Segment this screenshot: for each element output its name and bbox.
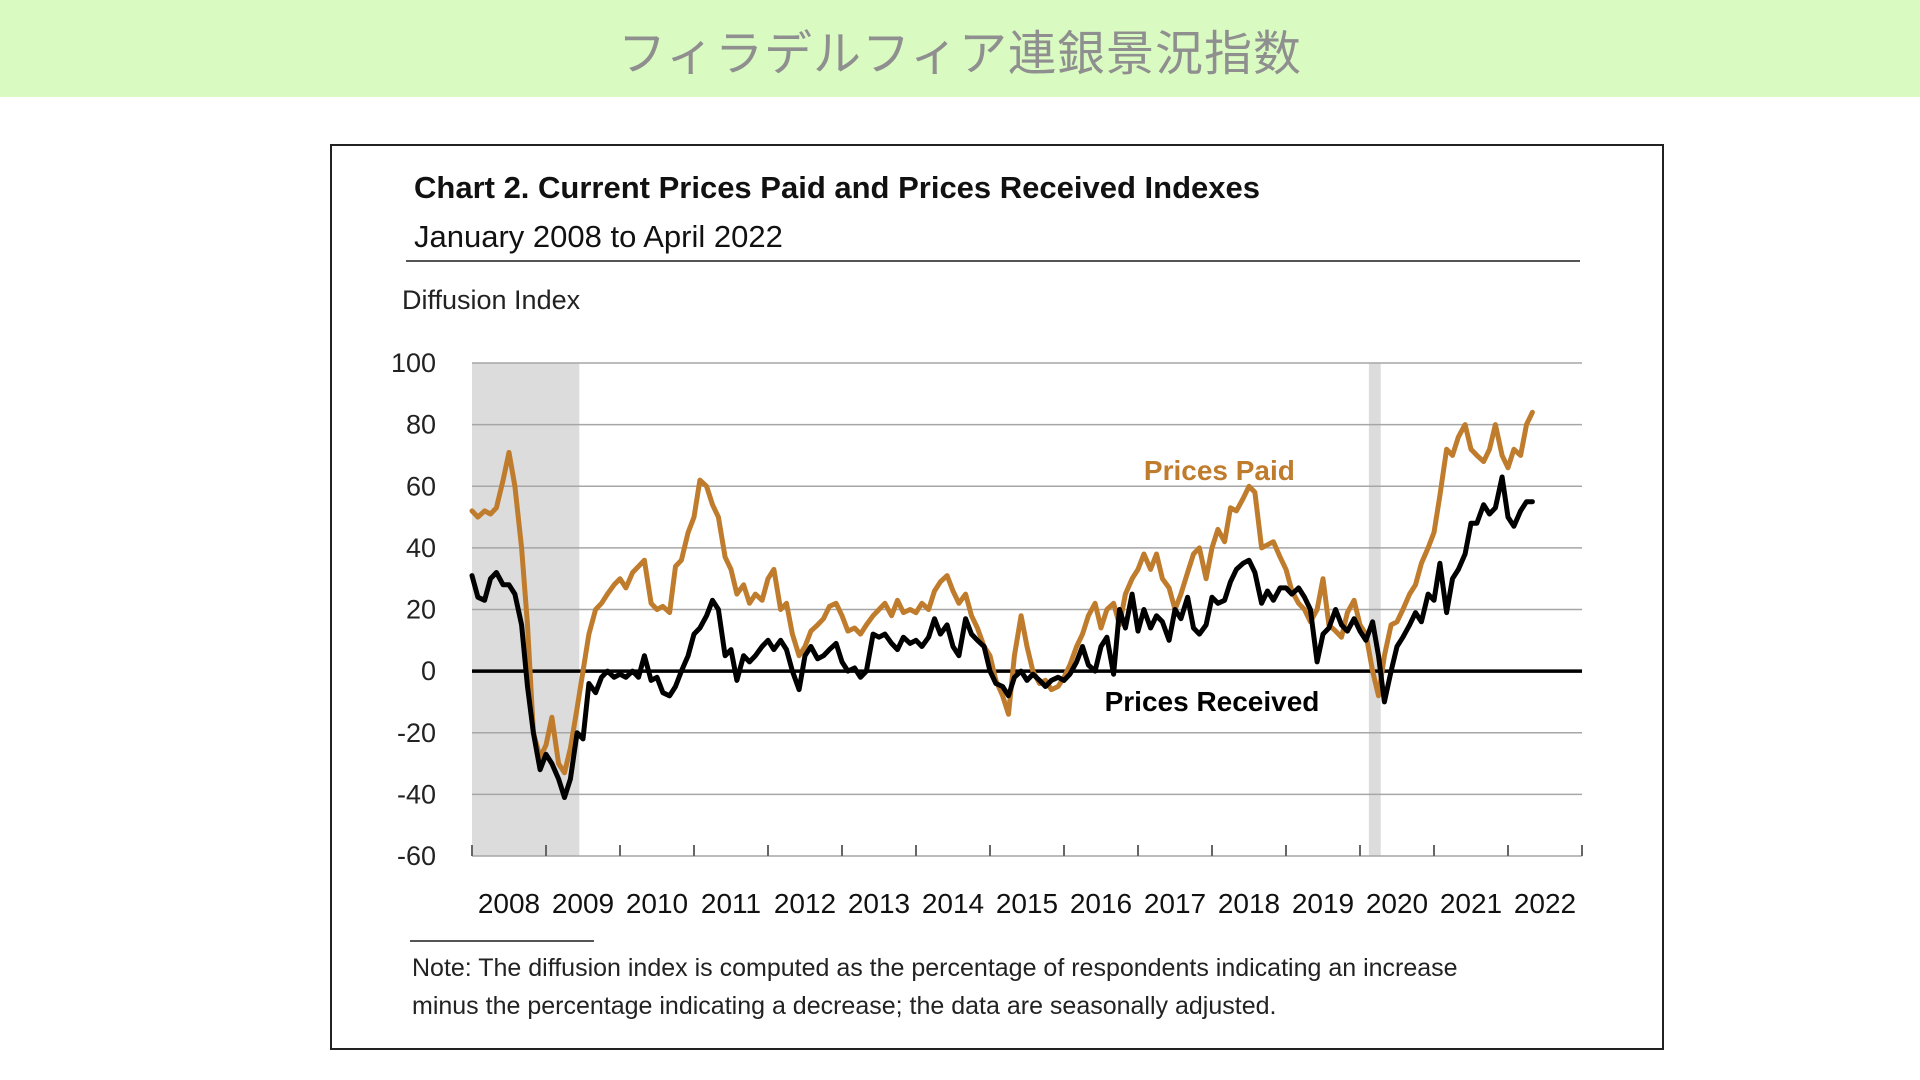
x-tick-label: 2018 bbox=[1218, 888, 1280, 919]
y-tick-label: 40 bbox=[406, 533, 436, 563]
x-tick-label: 2014 bbox=[922, 888, 984, 919]
x-tick-label: 2015 bbox=[996, 888, 1058, 919]
x-tick-label: 2009 bbox=[552, 888, 614, 919]
note-line-2: minus the percentage indicating a decrea… bbox=[412, 992, 1276, 1020]
y-tick-label: -40 bbox=[397, 779, 436, 809]
chart-subtitle: January 2008 to April 2022 bbox=[414, 219, 783, 254]
series-label-prices-paid: Prices Paid bbox=[1144, 455, 1295, 486]
chart-title: Chart 2. Current Prices Paid and Prices … bbox=[414, 170, 1260, 205]
x-tick-label: 2017 bbox=[1144, 888, 1206, 919]
chart-frame: Chart 2. Current Prices Paid and Prices … bbox=[330, 144, 1664, 1050]
x-tick-label: 2008 bbox=[478, 888, 540, 919]
page-title: フィラデルフィア連銀景況指数 bbox=[617, 25, 1303, 82]
y-tick-label: -20 bbox=[397, 718, 436, 748]
x-tick-label: 2013 bbox=[848, 888, 910, 919]
x-tick-label: 2012 bbox=[774, 888, 836, 919]
y-tick-label: -60 bbox=[397, 841, 436, 871]
y-axis-label: Diffusion Index bbox=[402, 285, 581, 315]
y-tick-label: 80 bbox=[406, 410, 436, 440]
series-label-prices-received: Prices Received bbox=[1105, 686, 1320, 717]
y-tick-label: 0 bbox=[421, 656, 436, 686]
plot-area: 100 80 60 40 20 0 -20 -40 -60 2008 2009 2010 2011 201… bbox=[391, 348, 1583, 919]
x-tick-label: 2020 bbox=[1366, 888, 1428, 919]
x-tick-label: 2019 bbox=[1292, 888, 1354, 919]
x-tick-label: 2016 bbox=[1070, 888, 1132, 919]
note-line-1: Note: The diffusion index is computed as… bbox=[412, 954, 1458, 982]
page-header: フィラデルフィア連銀景況指数 bbox=[0, 0, 1920, 97]
chart-svg: Chart 2. Current Prices Paid and Prices … bbox=[391, 170, 1583, 1020]
y-tick-label: 20 bbox=[406, 595, 436, 625]
series-line-prices-received bbox=[469, 474, 1535, 800]
y-tick-label: 100 bbox=[391, 348, 436, 378]
x-tick-label: 2011 bbox=[701, 888, 761, 919]
x-tick-label: 2022 bbox=[1514, 888, 1576, 919]
x-tick-label: 2021 bbox=[1440, 888, 1502, 919]
series-line-prices-paid bbox=[469, 409, 1535, 776]
chart-note: Note: The diffusion index is computed as… bbox=[412, 954, 1465, 1020]
x-tick-label: 2010 bbox=[626, 888, 688, 919]
y-tick-label: 60 bbox=[406, 471, 436, 501]
